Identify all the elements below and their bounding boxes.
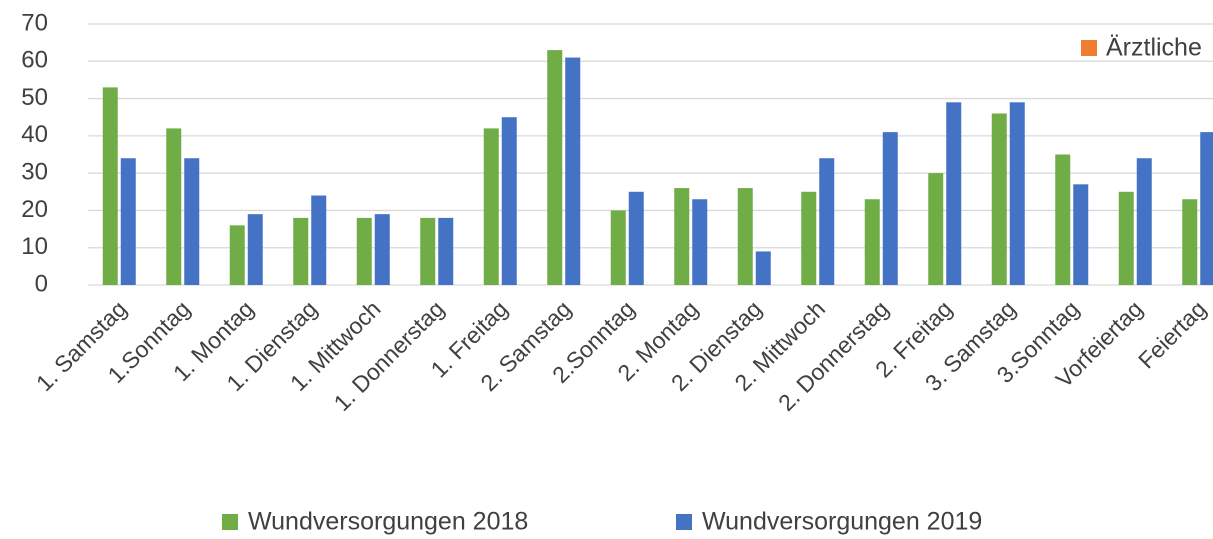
bar bbox=[674, 188, 690, 285]
bar bbox=[1073, 184, 1089, 285]
bar bbox=[801, 191, 817, 285]
y-tick-label: 40 bbox=[21, 121, 48, 148]
bar bbox=[420, 217, 436, 285]
bar bbox=[1009, 102, 1025, 285]
annotation: Ärztliche bbox=[1106, 34, 1202, 62]
bar bbox=[293, 217, 309, 285]
legend-label: Wundversorgungen 2018 bbox=[248, 508, 528, 536]
bar bbox=[229, 225, 245, 285]
y-tick-label: 20 bbox=[21, 196, 48, 223]
bar bbox=[547, 50, 563, 285]
bar bbox=[1136, 158, 1152, 285]
y-tick-label: 50 bbox=[21, 84, 48, 111]
bar bbox=[928, 173, 944, 285]
bar bbox=[483, 128, 499, 285]
bar bbox=[166, 128, 182, 285]
bar bbox=[628, 191, 644, 285]
bar bbox=[120, 158, 136, 285]
bar bbox=[356, 217, 372, 285]
bar bbox=[1182, 199, 1198, 285]
y-tick-label: 70 bbox=[21, 9, 48, 36]
bar bbox=[991, 113, 1007, 285]
bar bbox=[692, 199, 708, 285]
bar bbox=[501, 117, 517, 285]
bar bbox=[864, 199, 880, 285]
y-tick-label: 0 bbox=[35, 270, 48, 297]
y-tick-label: 30 bbox=[21, 158, 48, 185]
bar bbox=[737, 188, 753, 285]
bar bbox=[247, 214, 263, 285]
legend-swatch bbox=[222, 514, 238, 530]
legend-swatch bbox=[676, 514, 692, 530]
bar bbox=[311, 195, 327, 285]
bar bbox=[819, 158, 835, 285]
bar bbox=[610, 210, 626, 285]
bar bbox=[1055, 154, 1071, 285]
bar bbox=[1200, 132, 1213, 285]
y-tick-label: 60 bbox=[21, 47, 48, 74]
bar bbox=[102, 87, 118, 285]
bar bbox=[946, 102, 962, 285]
bar bbox=[882, 132, 898, 285]
bar bbox=[184, 158, 200, 285]
bar bbox=[1118, 191, 1134, 285]
legend-label: Wundversorgungen 2019 bbox=[702, 508, 982, 536]
x-tick-label: 2. Donnerstag bbox=[773, 295, 894, 416]
bar bbox=[374, 214, 390, 285]
x-tick-label: Feiertag bbox=[1133, 295, 1211, 373]
bar bbox=[438, 217, 454, 285]
x-tick-label: 1. Donnerstag bbox=[329, 295, 450, 416]
annotation-swatch bbox=[1081, 40, 1097, 56]
y-tick-label: 10 bbox=[21, 233, 48, 260]
bar bbox=[755, 251, 771, 285]
bar bbox=[565, 57, 581, 285]
